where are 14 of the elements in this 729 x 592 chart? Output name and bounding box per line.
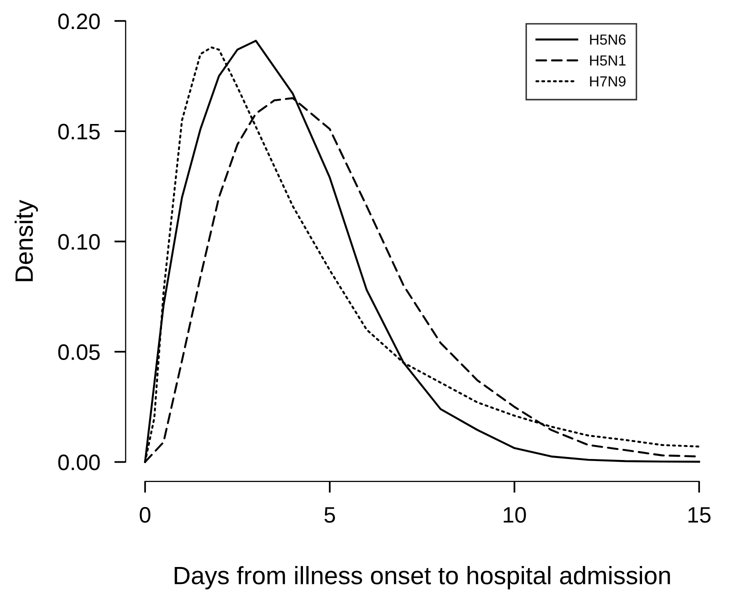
legend-label: H5N1 [590,55,626,66]
legend-label: H5N6 [590,34,626,45]
x-tick-label: 5 [324,507,335,523]
legend-label: H7N9 [590,76,626,87]
x-tick-label: 10 [504,507,526,523]
y-tick-label: 0.20 [58,13,100,30]
y-tick-label: 0.15 [58,124,100,140]
y-tick-label: 0.05 [58,344,100,360]
x-tick-label: 0 [140,507,150,523]
y-tick-label: 0.10 [58,234,100,250]
y-axis-title: Density [14,200,38,282]
y-tick-label: 0.00 [58,454,100,470]
x-axis-title: Days from illness onset to hospital admission [174,566,670,590]
x-tick-label: 15 [688,507,711,523]
